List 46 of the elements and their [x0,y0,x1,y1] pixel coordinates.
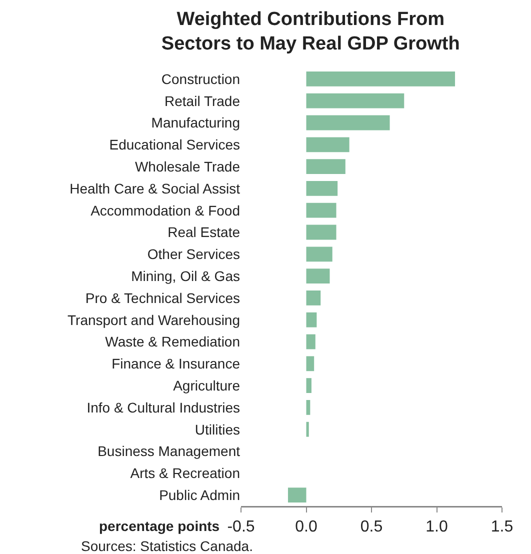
bar [306,159,346,174]
bar [288,488,306,502]
y-tick-label: Retail Trade [164,92,240,109]
x-tick-label: 0.5 [360,518,383,536]
y-tick-label: Agriculture [173,377,240,394]
chart-title: Weighted Contributions From Sectors to May Real GDP Growth [161,8,460,55]
y-tick-label: Business Management [98,443,240,460]
y-tick-label: Accommodation & Food [90,202,240,218]
y-tick-label: Wholesale Trade [134,158,240,174]
bar [306,422,309,437]
bar [306,356,314,372]
y-tick-label: Manufacturing [151,114,240,131]
y-tick-label: Arts & Recreation [130,465,240,482]
bar [306,312,317,328]
bar [306,72,456,86]
y-tick-label: Utilities [194,421,240,438]
bar [306,202,336,218]
y-tick-label: Health Care & Social Assist [70,180,240,196]
bar [306,378,312,393]
x-tick-label: 0.0 [295,518,318,536]
y-tick-label: Public Admin [159,486,240,503]
x-tick-label: 1.5 [490,518,514,536]
x-axis-title: percentage points [99,518,220,534]
bar [306,181,338,196]
bar [306,268,330,284]
y-tick-label: Finance & Insurance [112,356,240,372]
bar [306,93,404,108]
bar [306,137,350,152]
bar [306,246,332,262]
bar [306,400,310,415]
y-tick-label: Mining, Oil & Gas [131,268,240,284]
bar [306,290,321,306]
y-tick-label: Construction [161,70,240,87]
bar [306,334,316,350]
source-note: Sources: Statistics Canada. [81,538,253,554]
x-tick-label: -0.5 [227,518,255,536]
y-tick-label: Waste & Remediation [105,334,240,350]
bar [306,224,336,240]
x-tick-label: 1.0 [426,518,448,536]
y-tick-label: Pro & Technical Services [85,290,240,306]
y-tick-label: Real Estate [168,224,240,240]
y-tick-label: Transport and Warehousing [68,312,240,328]
y-tick-label: Educational Services [109,136,240,153]
bar [306,115,390,130]
y-tick-label: Other Services [147,246,240,262]
y-tick-label: Info & Cultural Industries [86,399,240,416]
